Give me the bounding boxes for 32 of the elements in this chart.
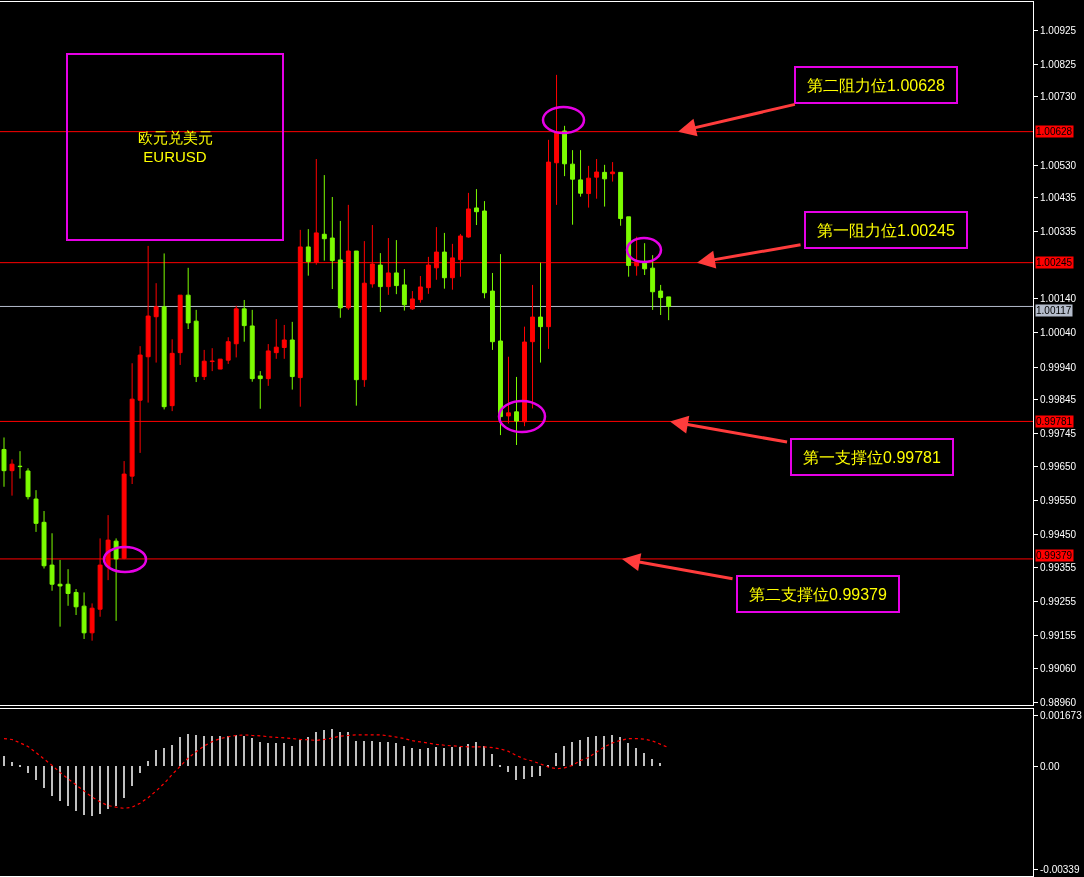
y-tick-label: 0.99450 bbox=[1040, 529, 1077, 541]
y-tick-label: 0.99155 bbox=[1040, 630, 1077, 642]
y-tick-label: 0.99845 bbox=[1040, 394, 1077, 406]
y-tick-label: 1.00335 bbox=[1040, 226, 1077, 238]
ref-line-label: 1.00628 bbox=[1036, 126, 1073, 137]
y-tick-label: 1.00730 bbox=[1040, 91, 1077, 103]
y-tick-label: 1.00435 bbox=[1040, 192, 1077, 204]
y-tick-label: 0.001673 bbox=[1040, 709, 1083, 721]
annotation: 第一支撑位0.99781 bbox=[803, 448, 941, 466]
y-tick-label: 1.00140 bbox=[1040, 293, 1077, 305]
ref-line-label: 0.99379 bbox=[1036, 550, 1073, 561]
y-tick-label: 0.99060 bbox=[1040, 662, 1077, 674]
y-tick-label: 1.00925 bbox=[1040, 24, 1077, 36]
y-tick-label: 0.99940 bbox=[1040, 361, 1077, 373]
annotation: 第一阻力位1.00245 bbox=[817, 221, 955, 239]
y-tick-label: 0.99550 bbox=[1040, 494, 1077, 506]
y-tick-label: 0.99255 bbox=[1040, 595, 1077, 607]
annotation: 第二阻力位1.00628 bbox=[807, 76, 945, 94]
y-tick-label: 0.99650 bbox=[1040, 460, 1077, 472]
y-tick-label: 0.00 bbox=[1040, 760, 1060, 772]
y-tick-label: 0.99355 bbox=[1040, 561, 1077, 573]
annotation: 欧元兑美元 EURUSD bbox=[137, 128, 213, 166]
annotation: 第二支撑位0.99379 bbox=[749, 585, 887, 603]
y-tick-label: -0.00339 bbox=[1040, 864, 1080, 876]
y-tick-label: 1.00040 bbox=[1040, 327, 1077, 339]
ref-line-label: 0.99781 bbox=[1036, 416, 1073, 427]
ref-line-label: 1.00117 bbox=[1036, 305, 1072, 316]
ref-line-label: 1.00245 bbox=[1036, 257, 1073, 268]
y-tick-label: 0.99745 bbox=[1040, 428, 1077, 440]
y-tick-label: 0.98960 bbox=[1040, 696, 1077, 708]
y-tick-label: 1.00530 bbox=[1040, 159, 1077, 171]
y-tick-label: 1.00825 bbox=[1040, 58, 1077, 70]
